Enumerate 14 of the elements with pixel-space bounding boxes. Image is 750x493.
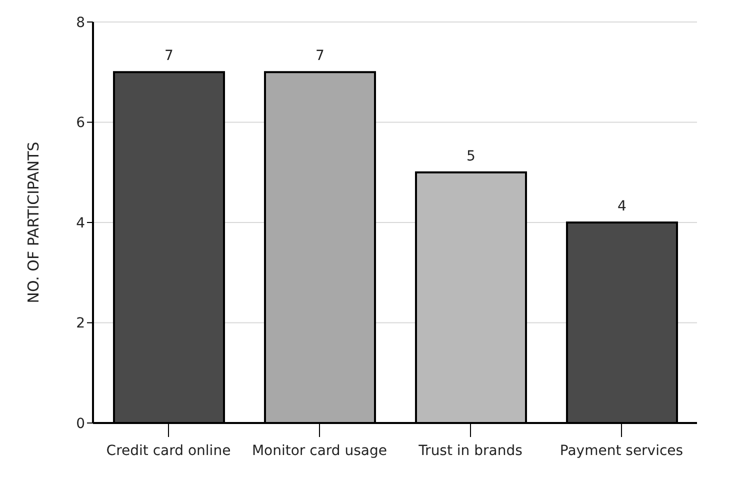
data-label: 5 — [466, 148, 476, 164]
data-label: 7 — [316, 48, 324, 64]
x-tick-label: Trust in brands — [418, 443, 522, 459]
y-axis-title: NO. OF PARTICIPANTS — [24, 142, 42, 304]
y-tick-label: 4 — [76, 215, 86, 232]
data-label: 7 — [164, 48, 174, 64]
y-tick-label: 2 — [76, 316, 85, 332]
y-tick-label: 0 — [76, 416, 85, 432]
data-label: 4 — [618, 198, 627, 214]
y-tick-label: 8 — [76, 14, 85, 31]
y-tick-label: 6 — [76, 115, 86, 132]
x-tick-label: Credit card online — [106, 443, 231, 459]
x-tick-label: Payment services — [560, 443, 684, 459]
x-tick-label: Monitor card usage — [252, 443, 388, 459]
